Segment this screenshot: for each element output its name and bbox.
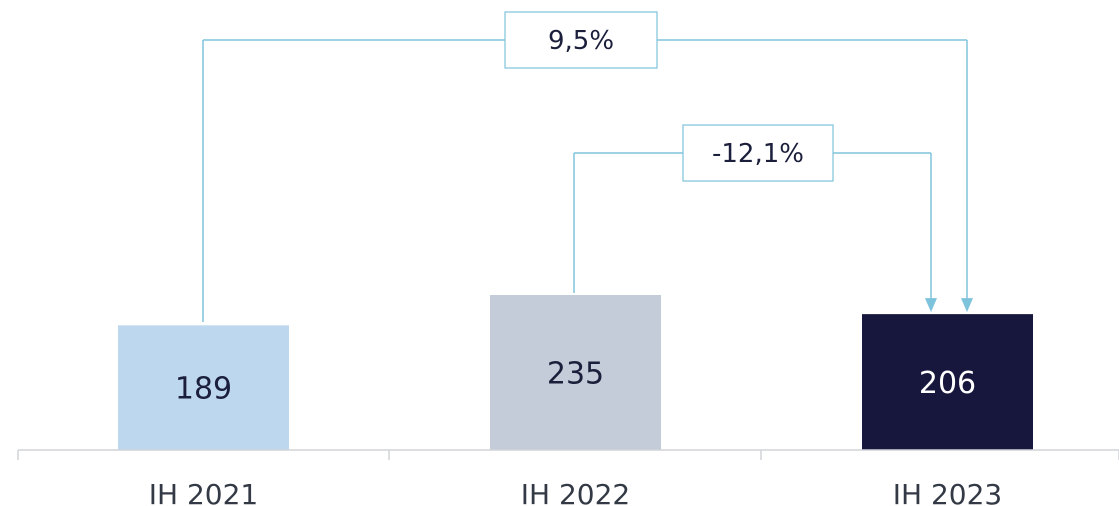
annotation-box <box>682 124 834 182</box>
x-tick-label: IH 2021 <box>149 478 258 506</box>
arrow-head <box>925 298 937 313</box>
growth-annotation: 9,5% <box>202 11 973 322</box>
bar-ih-2022 <box>490 294 661 450</box>
growth-annotation: -12,1% <box>573 124 937 313</box>
x-tick-label: IH 2023 <box>893 478 1002 506</box>
bar-ih-2021 <box>118 325 289 450</box>
annotation-label: 9,5% <box>548 26 614 56</box>
x-tick-label: IH 2022 <box>521 478 630 506</box>
bar-ih-2023 <box>862 314 1033 450</box>
data-label: 189 <box>175 372 232 407</box>
annotation-box <box>504 11 658 69</box>
x-axis: IH 2021 IH 2022 IH 2023 <box>17 449 1119 506</box>
data-label: 206 <box>919 366 976 401</box>
data-label: 235 <box>547 356 604 391</box>
bars: 189 235 206 <box>118 294 1033 450</box>
growth-annotations: 9,5% -12,1% <box>202 11 973 322</box>
annotation-label: -12,1% <box>712 139 804 169</box>
arrow-head <box>961 298 973 313</box>
